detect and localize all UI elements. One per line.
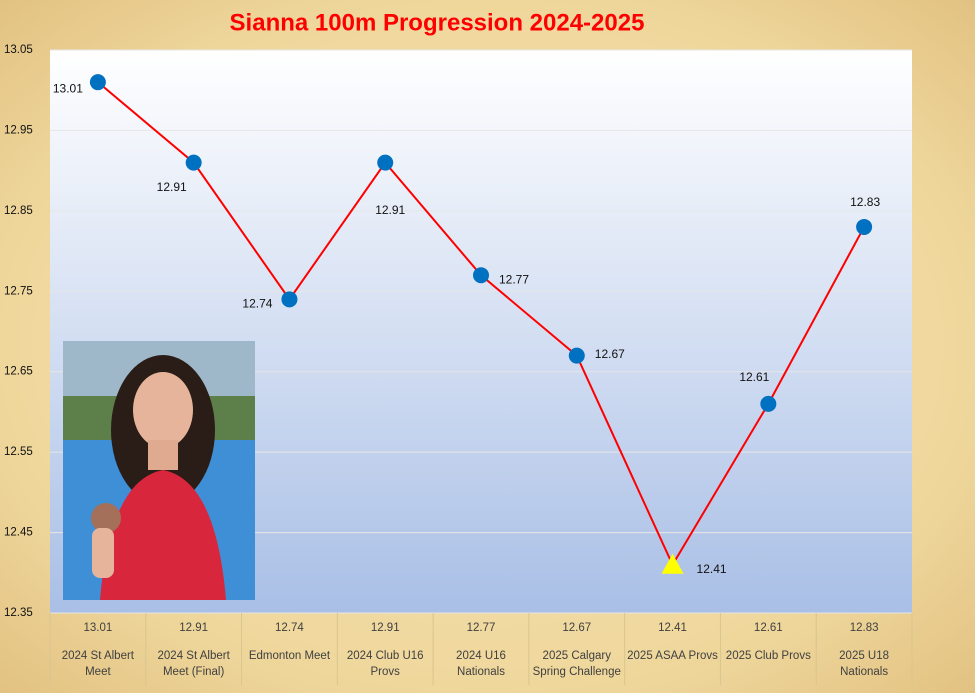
y-tick-label: 12.85 xyxy=(4,205,33,217)
marker xyxy=(568,347,585,364)
data-label: 12.67 xyxy=(595,347,625,361)
y-tick-label: 12.75 xyxy=(4,285,33,297)
x-tick-label: 2024 St Albert Meet xyxy=(61,650,134,678)
x-tick-label: 2024 St Albert Meet (Final) xyxy=(157,650,230,678)
marker xyxy=(856,218,873,235)
x-tick-label: 2025 U18 Nationals xyxy=(839,650,890,678)
photo xyxy=(63,341,255,600)
x-tick-label: 2025 Calgary Spring Challenge xyxy=(532,650,621,678)
x-tick-label: 2025 ASAA Provs xyxy=(627,650,718,662)
y-tick-label: 12.45 xyxy=(4,527,33,539)
marker xyxy=(89,74,106,91)
table-value: 12.91 xyxy=(179,622,209,634)
y-tick-label: 12.65 xyxy=(4,366,33,378)
data-label: 13.01 xyxy=(53,81,83,95)
chart-title: Sianna 100m Progression 2024-2025 xyxy=(230,9,645,36)
marker xyxy=(760,395,777,412)
highlight-marker xyxy=(661,553,684,574)
table-value: 12.41 xyxy=(658,622,687,634)
marker xyxy=(185,154,202,171)
marker xyxy=(473,267,489,284)
data-label: 12.83 xyxy=(850,195,880,209)
y-tick-label: 13.05 xyxy=(4,44,33,56)
x-tick-label: 2024 U16 Nationals xyxy=(456,650,506,678)
x-tick-label: 2024 Club U16 Provs xyxy=(346,650,424,678)
data-label: 12.77 xyxy=(499,272,529,286)
data-label: 12.91 xyxy=(375,203,405,217)
y-tick-label: 12.55 xyxy=(4,446,33,458)
x-tick-label: 2025 Club Provs xyxy=(725,650,811,662)
data-label: 12.61 xyxy=(739,370,769,384)
table-value: 12.83 xyxy=(849,622,879,634)
table-value: 12.67 xyxy=(562,622,592,634)
x-tick-label: Edmonton Meet xyxy=(248,650,331,662)
table-value: 12.77 xyxy=(466,622,496,634)
table-value: 12.61 xyxy=(753,622,783,634)
table-value: 12.91 xyxy=(370,622,400,634)
data-label: 12.41 xyxy=(697,562,727,576)
y-tick-label: 12.35 xyxy=(4,607,33,619)
table-value: 13.01 xyxy=(83,622,113,634)
marker xyxy=(281,291,298,308)
data-label: 12.91 xyxy=(157,180,187,194)
data-label: 12.74 xyxy=(242,297,272,311)
table-value: 12.74 xyxy=(275,622,304,634)
marker xyxy=(377,154,394,171)
y-tick-label: 12.95 xyxy=(4,124,33,136)
